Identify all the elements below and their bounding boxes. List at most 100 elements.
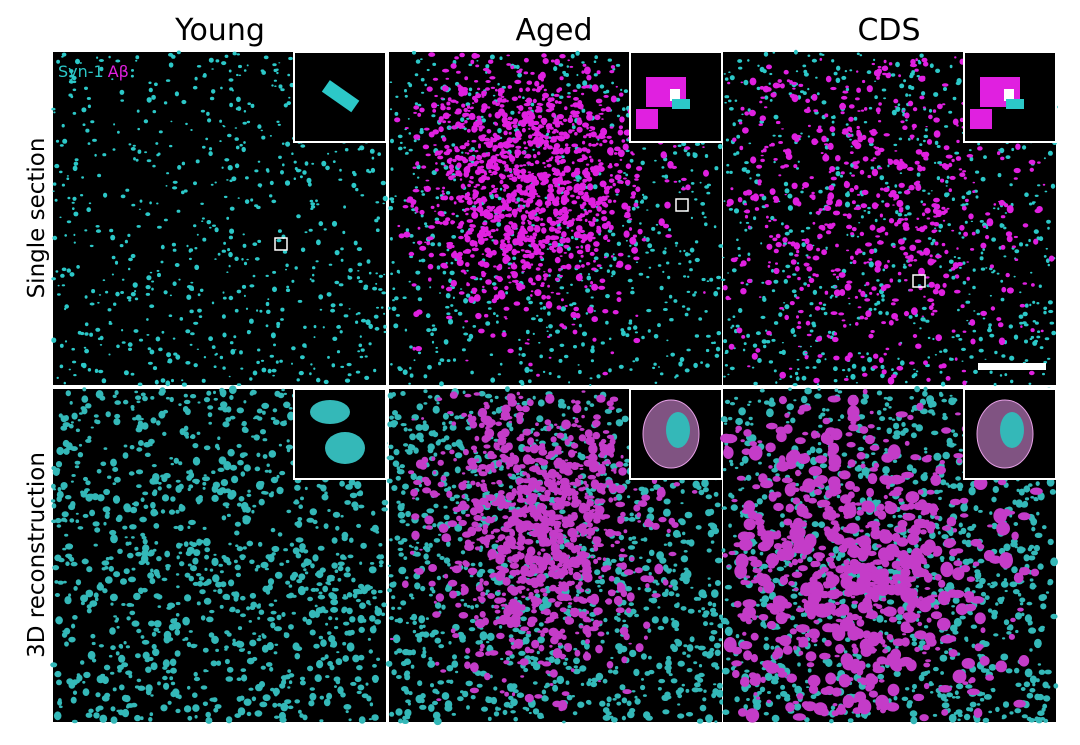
abeta-deposit: [875, 107, 881, 113]
abeta-deposit: [451, 251, 458, 259]
syn1-puncta: [589, 377, 593, 380]
abeta-deposit: [898, 207, 904, 213]
abeta-deposit: [584, 191, 589, 196]
abeta-deposit: [476, 154, 483, 161]
abeta-deposit: [464, 320, 469, 323]
syn1-puncta: [82, 680, 86, 684]
abeta-deposit: [545, 301, 553, 309]
abeta-deposit: [1020, 325, 1023, 328]
abeta-deposit: [859, 169, 865, 175]
abeta-deposit: [878, 167, 883, 170]
syn1-puncta: [279, 359, 283, 363]
syn1-puncta: [846, 233, 849, 236]
syn1-puncta: [331, 220, 338, 227]
abeta-deposit: [465, 359, 469, 362]
syn1-puncta: [75, 512, 79, 515]
abeta-deposit: [888, 320, 894, 326]
syn1-puncta: [90, 426, 94, 429]
syn1-puncta: [343, 621, 350, 626]
syn1-puncta: [446, 191, 451, 195]
syn1-puncta: [744, 161, 749, 165]
syn1-puncta: [273, 599, 278, 602]
syn1-puncta: [736, 134, 741, 139]
abeta-deposit: [435, 187, 440, 190]
abeta-deposit: [478, 202, 483, 207]
syn1-puncta: [435, 196, 440, 200]
syn1-puncta: [684, 252, 690, 257]
syn1-puncta: [255, 480, 264, 490]
syn1-puncta: [338, 283, 344, 287]
abeta-deposit: [1006, 205, 1014, 214]
syn1-puncta: [962, 280, 967, 285]
abeta-deposit: [497, 290, 505, 298]
syn1-puncta: [233, 335, 237, 339]
syn1-puncta: [414, 73, 419, 77]
syn1-puncta: [309, 278, 312, 281]
syn1-puncta: [860, 194, 864, 197]
syn1-puncta: [229, 464, 238, 471]
syn1-puncta: [713, 290, 719, 297]
syn1-puncta: [948, 110, 953, 114]
syn1-puncta: [570, 283, 573, 286]
abeta-deposit: [556, 217, 560, 219]
syn1-puncta: [303, 325, 307, 329]
syn1-puncta: [607, 58, 612, 62]
abeta-deposit: [441, 190, 445, 193]
syn1-puncta: [243, 261, 248, 266]
abeta-deposit: [722, 285, 728, 291]
abeta-deposit: [744, 111, 750, 116]
syn1-puncta: [294, 167, 298, 171]
syn1-puncta: [283, 402, 290, 408]
syn1-puncta: [72, 196, 77, 201]
syn1-puncta: [97, 301, 100, 304]
syn1-puncta: [183, 393, 188, 398]
syn1-puncta: [530, 102, 535, 107]
abeta-deposit: [549, 235, 557, 241]
syn1-puncta: [674, 241, 679, 245]
syn1-puncta: [997, 207, 1000, 210]
syn1-puncta: [686, 348, 691, 352]
abeta-deposit: [746, 278, 753, 284]
abeta-deposit: [881, 369, 887, 375]
syn1-puncta: [151, 464, 157, 468]
syn1-puncta: [259, 701, 268, 708]
syn1-puncta: [666, 355, 669, 357]
syn1-puncta: [147, 361, 153, 365]
syn1-puncta: [197, 308, 202, 313]
abeta-deposit: [603, 256, 608, 259]
abeta-deposit: [592, 217, 597, 223]
syn1-puncta: [704, 310, 708, 313]
syn1-puncta: [213, 397, 218, 401]
syn1-puncta: [673, 151, 678, 155]
abeta-deposit: [472, 196, 476, 200]
syn1-puncta: [377, 152, 382, 157]
abeta-deposit: [880, 187, 884, 191]
abeta-deposit: [529, 189, 536, 194]
abeta-deposit: [474, 190, 480, 196]
abeta-deposit: [542, 273, 549, 278]
syn1-puncta: [650, 248, 655, 252]
syn1-puncta: [343, 205, 346, 209]
syn1-puncta: [492, 94, 496, 97]
abeta-deposit: [549, 245, 555, 251]
abeta-deposit: [466, 105, 471, 109]
syn1-puncta: [246, 120, 251, 124]
syn1-puncta: [336, 350, 341, 354]
abeta-deposit: [968, 213, 974, 220]
syn1-puncta: [773, 114, 779, 120]
syn1-puncta: [730, 326, 733, 329]
syn1-puncta: [749, 177, 752, 180]
syn1-puncta: [783, 302, 786, 304]
abeta-deposit: [537, 103, 544, 106]
abeta-deposit: [485, 238, 489, 241]
syn1-puncta: [54, 580, 59, 584]
abeta-deposit: [779, 307, 784, 310]
syn1-puncta: [232, 51, 237, 56]
abeta-deposit: [596, 228, 602, 234]
abeta-deposit: [615, 264, 622, 268]
syn1-puncta: [673, 299, 678, 303]
syn1-puncta: [148, 81, 152, 85]
abeta-deposit: [954, 357, 958, 361]
abeta-deposit: [510, 191, 517, 198]
syn1-puncta: [224, 658, 230, 665]
